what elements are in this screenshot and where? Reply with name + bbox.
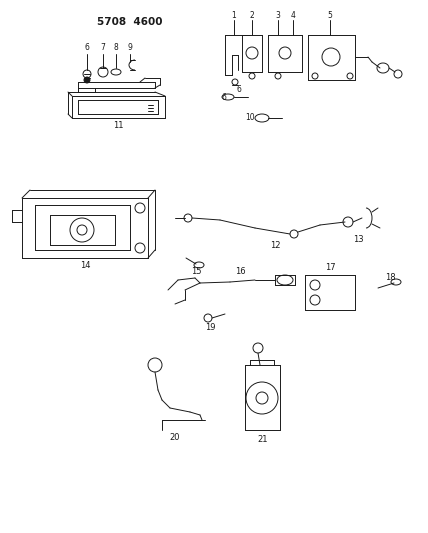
- Circle shape: [312, 73, 318, 79]
- Text: 5: 5: [327, 11, 333, 20]
- Circle shape: [394, 70, 402, 78]
- Ellipse shape: [111, 69, 121, 75]
- Circle shape: [148, 358, 162, 372]
- Text: 4: 4: [291, 11, 295, 20]
- Text: 6: 6: [85, 44, 89, 52]
- Text: 1: 1: [232, 11, 236, 20]
- Circle shape: [98, 67, 108, 77]
- Text: 19: 19: [205, 324, 215, 333]
- Text: 10: 10: [245, 114, 255, 123]
- Text: 6: 6: [221, 93, 226, 101]
- Circle shape: [204, 314, 212, 322]
- Text: 9: 9: [128, 44, 132, 52]
- Text: 18: 18: [385, 273, 395, 282]
- Circle shape: [253, 343, 263, 353]
- Circle shape: [83, 70, 91, 78]
- Circle shape: [310, 280, 320, 290]
- Circle shape: [275, 73, 281, 79]
- Text: 15: 15: [191, 268, 201, 277]
- Circle shape: [246, 47, 258, 59]
- Ellipse shape: [222, 94, 234, 100]
- Ellipse shape: [255, 114, 269, 122]
- Circle shape: [322, 48, 340, 66]
- Circle shape: [84, 77, 90, 83]
- Circle shape: [343, 217, 353, 227]
- Ellipse shape: [194, 262, 204, 268]
- Ellipse shape: [391, 279, 401, 285]
- Circle shape: [70, 218, 94, 242]
- Circle shape: [290, 230, 298, 238]
- Circle shape: [232, 79, 238, 85]
- Circle shape: [246, 382, 278, 414]
- Text: 5708  4600: 5708 4600: [97, 17, 163, 27]
- Circle shape: [249, 73, 255, 79]
- Text: 7: 7: [101, 44, 105, 52]
- Circle shape: [135, 203, 145, 213]
- Text: 2: 2: [250, 11, 254, 20]
- Text: 3: 3: [276, 11, 280, 20]
- Text: 12: 12: [270, 240, 280, 249]
- Text: 21: 21: [258, 435, 268, 445]
- Circle shape: [184, 214, 192, 222]
- Text: 13: 13: [353, 236, 363, 245]
- Circle shape: [135, 243, 145, 253]
- Circle shape: [279, 47, 291, 59]
- Text: 14: 14: [80, 261, 90, 270]
- Circle shape: [347, 73, 353, 79]
- Text: 17: 17: [325, 263, 335, 272]
- Text: 6: 6: [237, 85, 242, 94]
- Text: 11: 11: [113, 120, 123, 130]
- Circle shape: [310, 295, 320, 305]
- Text: 20: 20: [170, 433, 180, 442]
- Text: 8: 8: [113, 44, 119, 52]
- Ellipse shape: [277, 275, 293, 285]
- Text: 16: 16: [235, 268, 245, 277]
